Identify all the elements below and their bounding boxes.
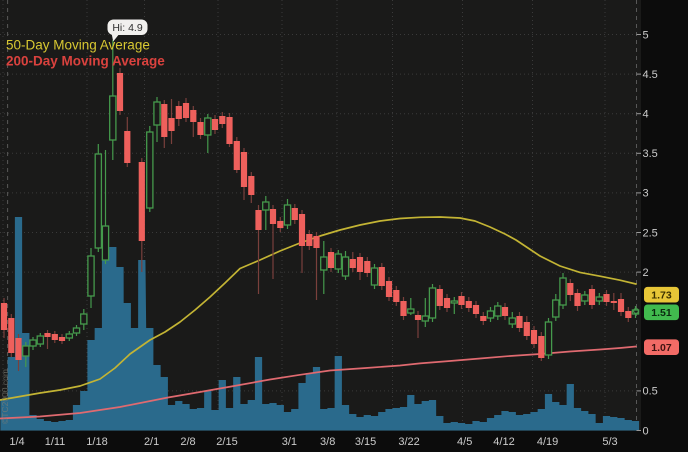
svg-text:1/18: 1/18	[86, 436, 107, 448]
svg-text:©TC2000.com: ©TC2000.com	[0, 369, 10, 424]
svg-text:2/1: 2/1	[144, 436, 159, 448]
svg-text:3/1: 3/1	[282, 436, 297, 448]
svg-text:1.07: 1.07	[651, 342, 672, 354]
svg-text:3: 3	[643, 188, 649, 200]
svg-text:5/3: 5/3	[602, 436, 617, 448]
svg-text:1/4: 1/4	[9, 436, 24, 448]
svg-text:2.5: 2.5	[643, 227, 658, 239]
svg-text:3/8: 3/8	[320, 436, 335, 448]
svg-text:4/12: 4/12	[493, 436, 514, 448]
svg-text:2/8: 2/8	[180, 436, 195, 448]
svg-text:1.51: 1.51	[651, 307, 672, 319]
svg-text:3/22: 3/22	[398, 436, 419, 448]
svg-text:4.5: 4.5	[643, 69, 658, 81]
svg-text:3.5: 3.5	[643, 148, 658, 160]
svg-text:200-Day Moving Average: 200-Day Moving Average	[6, 54, 165, 69]
svg-text:4: 4	[643, 109, 649, 121]
svg-text:1/11: 1/11	[45, 436, 66, 448]
svg-text:2: 2	[643, 267, 649, 279]
svg-text:50-Day Moving Average: 50-Day Moving Average	[6, 38, 150, 53]
svg-text:4/5: 4/5	[457, 436, 472, 448]
svg-text:2/15: 2/15	[216, 436, 237, 448]
svg-text:5: 5	[643, 29, 649, 41]
svg-text:0.5: 0.5	[643, 386, 658, 398]
svg-text:3/15: 3/15	[355, 436, 376, 448]
svg-text:Hi: 4.9: Hi: 4.9	[112, 22, 143, 34]
svg-text:1.73: 1.73	[651, 290, 672, 302]
svg-text:4/19: 4/19	[537, 436, 558, 448]
svg-text:0: 0	[643, 425, 649, 437]
